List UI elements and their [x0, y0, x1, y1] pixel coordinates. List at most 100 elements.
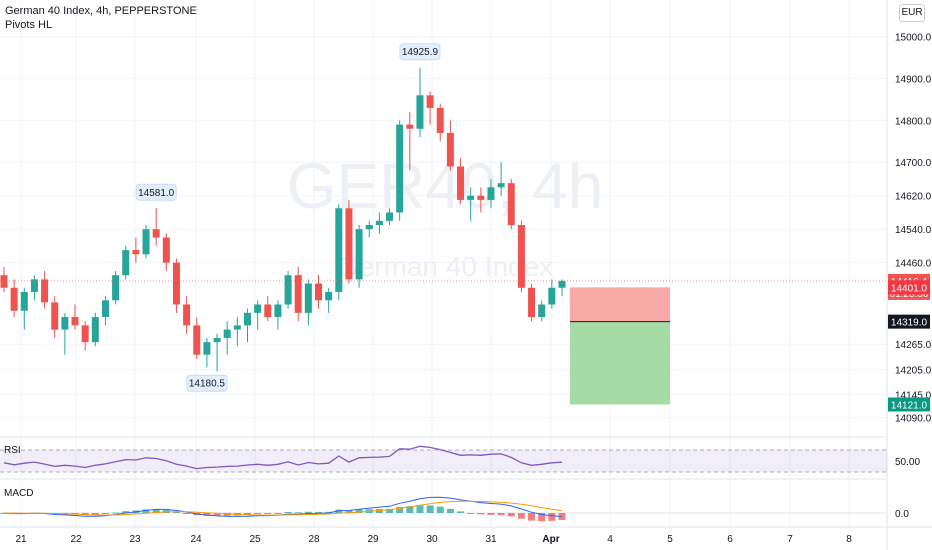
position-target-zone	[570, 322, 670, 405]
time-label-9: Apr	[542, 534, 559, 545]
candle-body-50	[508, 183, 515, 225]
time-label-5: 28	[308, 534, 320, 545]
candle-body-10	[102, 300, 109, 317]
macd-hist-27	[274, 513, 281, 514]
candle-body-42	[427, 95, 434, 108]
candle-body-35	[356, 229, 363, 279]
candle-body-13	[132, 250, 139, 254]
pivot-label-1: 14180.5	[189, 379, 226, 390]
time-label-12: 6	[727, 534, 733, 545]
candle-body-40	[406, 125, 413, 129]
candle-body-45	[457, 166, 464, 199]
macd-pane: MACD 0.0	[0, 488, 909, 521]
price-tick-3: 14700.0	[895, 158, 932, 169]
candle-body-8	[82, 325, 89, 342]
price-label-1: 14401.0	[891, 283, 928, 294]
candle-body-49	[498, 183, 505, 187]
macd-hist-47	[477, 513, 484, 514]
candle-body-3	[31, 279, 38, 292]
candle-body-37	[376, 221, 383, 225]
candle-body-18	[183, 304, 190, 325]
macd-hist-41	[416, 505, 423, 513]
macd-hist-43	[437, 507, 444, 513]
time-label-7: 30	[426, 534, 438, 545]
candle-body-34	[345, 208, 352, 279]
candle-body-7	[72, 317, 79, 325]
watermark-symbol: GER40, 4h	[287, 150, 604, 222]
price-tick-8: 14205.0	[895, 365, 932, 376]
time-label-13: 7	[787, 534, 793, 545]
candle-body-43	[437, 108, 444, 133]
candle-body-17	[173, 263, 180, 305]
candle-body-51	[518, 225, 525, 288]
candle-body-16	[163, 238, 170, 263]
candle-body-6	[61, 317, 68, 330]
price-tick-6: 14460.0	[895, 259, 932, 270]
macd-hist-26	[264, 513, 271, 514]
candle-body-22	[224, 330, 231, 338]
candle-body-25	[254, 304, 261, 312]
time-label-6: 29	[367, 534, 379, 545]
candle-body-48	[487, 187, 494, 200]
candle-body-11	[112, 275, 119, 300]
time-axis[interactable]: 21 22 23 24 25 28 29 30 31 Apr 4 5 6 7 8	[15, 534, 852, 545]
macd-hist-50	[508, 513, 515, 516]
rsi-pane: RSI 50.00	[0, 445, 920, 472]
macd-hist-52	[528, 513, 535, 521]
time-label-0: 21	[15, 534, 27, 545]
candle-body-32	[325, 292, 332, 300]
candle-body-24	[244, 313, 251, 326]
candle-body-15	[153, 229, 160, 237]
candle-body-30	[305, 284, 312, 313]
price-tick-4: 14620.0	[895, 192, 932, 203]
macd-label: MACD	[4, 488, 33, 499]
macd-hist-44	[447, 509, 454, 513]
macd-hist-48	[487, 513, 494, 515]
macd-hist-29	[295, 512, 302, 513]
rsi-label: RSI	[4, 445, 21, 456]
candle-body-0	[1, 275, 8, 288]
macd-hist-18	[183, 513, 190, 514]
position-stop-zone	[570, 287, 670, 321]
price-axis[interactable]: 15000.0 14900.0 14800.0 14700.0 14620.0 14540…	[895, 33, 932, 425]
macd-hist-28	[285, 512, 292, 513]
candle-body-12	[122, 250, 129, 275]
currency-badge[interactable]: EUR	[899, 4, 925, 22]
candle-body-55	[559, 281, 566, 288]
candle-body-33	[335, 208, 342, 292]
time-label-2: 23	[129, 534, 141, 545]
price-tick-5: 14540.0	[895, 225, 932, 236]
candle-body-5	[51, 302, 58, 329]
rsi-level: 50.00	[895, 457, 920, 468]
candle-body-14	[143, 229, 150, 254]
macd-level: 0.0	[895, 509, 909, 520]
candle-body-53	[538, 304, 545, 317]
time-label-4: 25	[249, 534, 261, 545]
candle-body-38	[386, 212, 393, 220]
candle-body-46	[467, 196, 474, 200]
macd-hist-25	[254, 513, 261, 514]
candle-body-31	[315, 284, 322, 301]
candle-body-1	[11, 288, 18, 311]
time-label-3: 24	[190, 534, 202, 545]
symbol-title[interactable]: German 40 Index, 4h, PEPPERSTONE	[5, 5, 197, 17]
macd-hist-54	[548, 513, 555, 521]
macd-hist-11	[112, 513, 119, 514]
rsi-band	[0, 450, 887, 472]
candle-body-23	[234, 325, 241, 329]
macd-hist-30	[305, 512, 312, 513]
macd-hist-42	[427, 505, 434, 513]
price-tick-7: 14265.0	[895, 340, 932, 351]
candle-body-27	[274, 304, 281, 317]
candle-body-44	[447, 133, 454, 166]
indicator-title[interactable]: Pivots HL	[5, 19, 52, 31]
price-tick-10: 14090.0	[895, 413, 932, 424]
candle-body-9	[92, 317, 99, 342]
time-label-10: 4	[607, 534, 613, 545]
price-tick-1: 14900.0	[895, 75, 932, 86]
pivot-label-0: 14581.0	[138, 188, 175, 199]
candle-body-19	[193, 325, 200, 354]
price-tick-0: 15000.0	[895, 33, 932, 44]
position-tool[interactable]	[570, 287, 670, 404]
